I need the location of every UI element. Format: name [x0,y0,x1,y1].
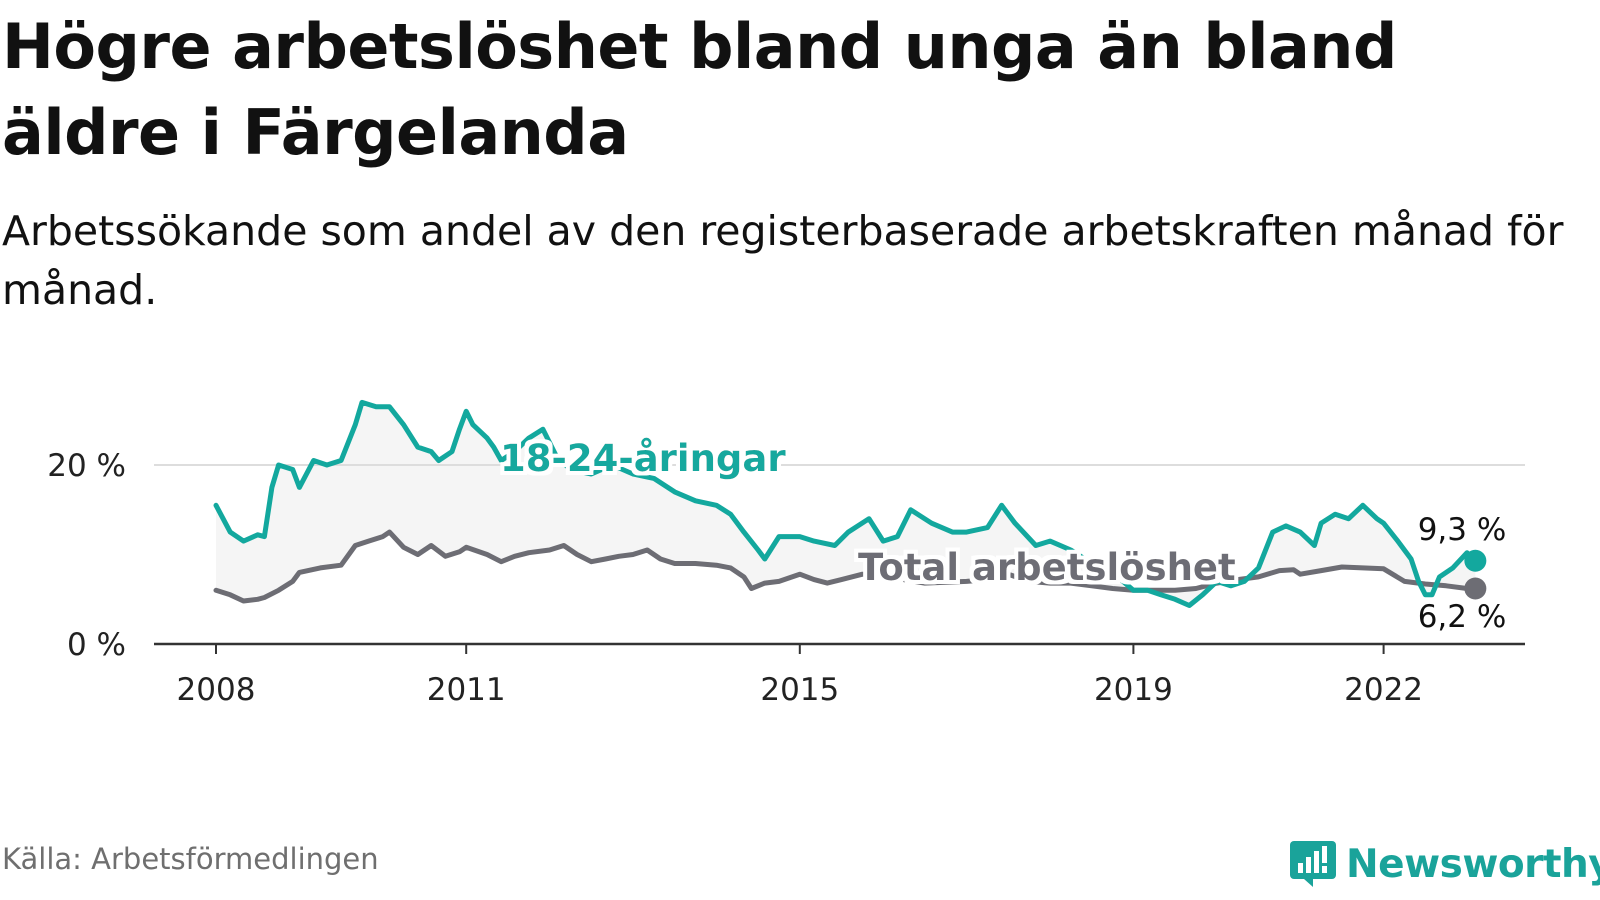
gap-band [216,402,1476,606]
series-label-total: Total arbetslöshet [858,546,1236,589]
series-line-youth [213,399,1478,608]
chart-title: Högre arbetslöshet bland unga än bland ä… [2,10,1397,169]
end-value-total: 6,2 % [1418,599,1507,635]
x-tick-label: 2008 [177,672,256,708]
series-end-point-youth [1464,549,1487,572]
y-tick-label: 0 % [67,627,126,663]
x-tick-label: 2022 [1344,672,1423,708]
brand-logo[interactable]: Newsworthy [1290,841,1600,887]
source-credit: Källa: Arbetsförmedlingen [2,842,379,876]
x-tick-label: 2011 [427,672,506,708]
newsworthy-logo-icon [1290,841,1336,887]
chart-subtitle: Arbetssökande som andel av den registerb… [2,207,1564,314]
brand-name: Newsworthy [1346,841,1600,887]
series-label-youth: 18-24-åringar [500,437,786,480]
y-tick-label: 20 % [47,448,126,484]
x-tick-label: 2015 [760,672,839,708]
series-end-point-total [1464,577,1487,600]
x-tick-label: 2019 [1094,672,1173,708]
end-value-youth: 9,3 % [1418,512,1507,548]
